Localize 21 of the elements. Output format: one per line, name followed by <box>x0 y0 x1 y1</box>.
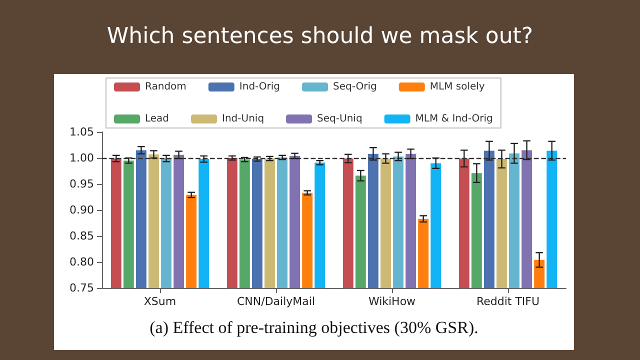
x-tick-label: WikiHow <box>368 295 416 308</box>
legend-label: MLM & Ind-Orig <box>415 114 493 124</box>
legend-label: Ind-Uniq <box>222 114 264 124</box>
legend-label: Lead <box>145 114 170 124</box>
legend-label: Ind-Orig <box>239 82 280 92</box>
legend-label: Random <box>145 82 186 92</box>
x-tick-label: XSum <box>144 295 176 308</box>
y-tick-label: 0.80 <box>70 256 94 268</box>
x-tick-label: CNN/DailyMail <box>236 295 316 308</box>
y-tick-label: 1.00 <box>70 152 94 164</box>
x-tick-label: Reddit TIFU <box>476 295 540 308</box>
y-tick-label: 1.05 <box>70 126 94 138</box>
legend-label: Seq-Orig <box>333 82 377 92</box>
y-tick-label: 0.95 <box>70 178 94 190</box>
text: (a) Effect of pre-training objectives (30% GSR). <box>148 318 480 338</box>
y-tick-label: 0.85 <box>70 230 94 242</box>
legend-label: MLM solely <box>430 82 485 92</box>
chart-title: Which sentences should we mask out? <box>106 24 534 49</box>
y-tick-label: 0.75 <box>70 282 94 294</box>
y-tick-label: 0.90 <box>70 204 94 216</box>
legend-label: Seq-Uniq <box>317 114 362 124</box>
